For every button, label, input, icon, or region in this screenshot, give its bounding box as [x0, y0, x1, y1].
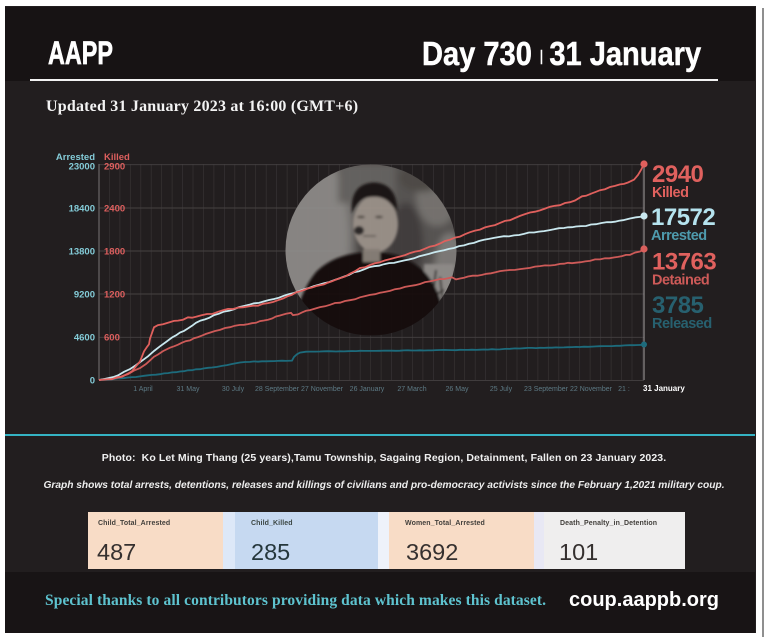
svg-text:31 May: 31 May — [177, 386, 200, 393]
svg-text:1 April: 1 April — [133, 386, 153, 393]
svg-text:17572: 17572 — [651, 204, 715, 231]
svg-text:Released: Released — [652, 316, 712, 332]
svg-text:13800: 13800 — [69, 247, 95, 258]
svg-text:1800: 1800 — [104, 247, 125, 258]
svg-text:Detained: Detained — [652, 273, 709, 289]
svg-text:28 September: 28 September — [255, 386, 300, 393]
svg-text:3785: 3785 — [652, 292, 704, 319]
svg-text:21 :: 21 : — [618, 386, 630, 393]
svg-text:Arrested: Arrested — [56, 152, 95, 163]
svg-text:27 November: 27 November — [301, 386, 344, 393]
svg-text:1200: 1200 — [104, 290, 125, 301]
svg-text:30 July: 30 July — [222, 386, 245, 393]
svg-text:25 July: 25 July — [490, 386, 513, 393]
svg-text:Arrested: Arrested — [651, 228, 707, 244]
svg-text:Killed: Killed — [652, 185, 688, 201]
svg-text:0: 0 — [90, 376, 95, 387]
svg-text:26 January: 26 January — [350, 386, 385, 393]
svg-text:2400: 2400 — [104, 204, 125, 215]
svg-text:27 March: 27 March — [397, 386, 426, 393]
svg-text:31 January: 31 January — [643, 384, 685, 393]
svg-text:9200: 9200 — [74, 290, 95, 301]
svg-text:18400: 18400 — [69, 204, 95, 215]
svg-text:26 May: 26 May — [446, 386, 469, 393]
svg-text:23000: 23000 — [69, 162, 95, 173]
svg-text:Killed: Killed — [104, 152, 130, 163]
svg-text:2900: 2900 — [104, 162, 125, 173]
svg-text:22 November: 22 November — [570, 386, 613, 393]
svg-text:2940: 2940 — [652, 161, 704, 188]
svg-text:13763: 13763 — [652, 249, 716, 276]
svg-text:600: 600 — [104, 333, 120, 344]
svg-text:23 September: 23 September — [524, 386, 569, 393]
svg-text:4600: 4600 — [74, 333, 95, 344]
